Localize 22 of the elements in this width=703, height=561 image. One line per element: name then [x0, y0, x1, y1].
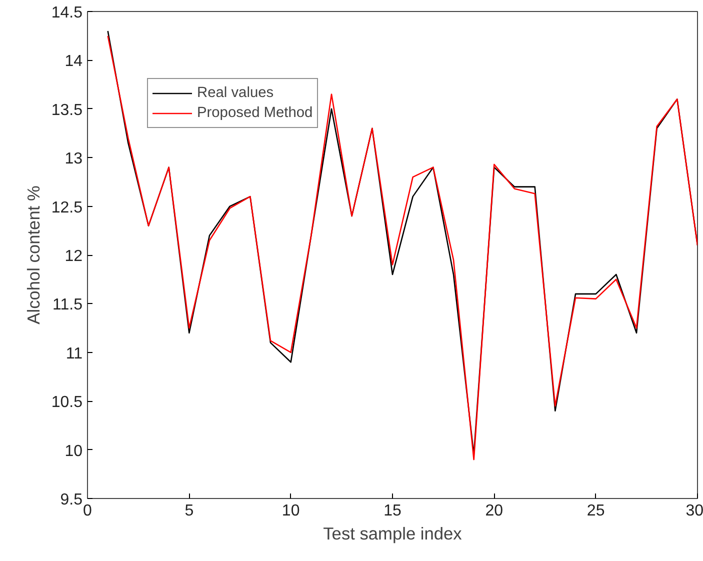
x-tick-label: 0 [83, 502, 92, 520]
x-tick-label: 20 [485, 502, 504, 520]
x-axis-title: Test sample index [323, 524, 462, 544]
y-tick-label: 10.5 [51, 394, 83, 412]
x-tick-label: 25 [586, 502, 605, 520]
y-tick-label: 11.5 [52, 296, 83, 314]
legend-label: Real values [197, 85, 274, 101]
y-axis-title: Alcohol content % [23, 186, 44, 324]
x-tick-label: 15 [384, 502, 402, 520]
y-tick-label: 10 [64, 442, 83, 460]
y-tick-label: 9.5 [60, 492, 83, 508]
y-tick-label: 12 [64, 248, 83, 265]
x-tick-label: 10 [282, 502, 300, 520]
y-tick-label: 13.5 [51, 102, 83, 119]
y-tick-label: 14 [64, 53, 83, 70]
legend-label: Proposed Method [197, 105, 313, 121]
y-tick-label: 12.5 [51, 199, 83, 216]
y-tick-label: 13 [64, 150, 83, 168]
y-tick-label: 11 [66, 345, 83, 362]
x-tick-label: 5 [184, 502, 194, 520]
x-tick-label: 30 [686, 502, 703, 520]
y-tick-label: 14.5 [51, 4, 83, 22]
